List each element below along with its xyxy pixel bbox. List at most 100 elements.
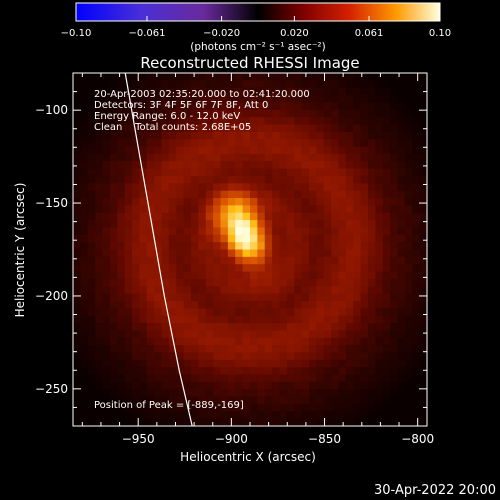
heatmap-cell [117,418,126,426]
heatmap-cell [227,146,236,155]
heatmap-cell [250,396,258,405]
heatmap-cell [154,102,163,111]
heatmap-cell [264,168,273,177]
heatmap-cell [250,389,258,398]
heatmap-cell [250,374,258,383]
heatmap-cell [183,205,192,214]
heatmap-cell [323,330,332,339]
heatmap-cell [73,264,81,273]
heatmap-cell [257,102,266,111]
heatmap-cell [161,205,170,214]
heatmap-cell [227,249,236,258]
heatmap-cell [95,212,104,221]
heatmap-cell [176,168,185,177]
heatmap-cell [220,264,229,273]
heatmap-cell [191,124,199,133]
heatmap-cell [368,227,376,236]
heatmap-cell [397,381,406,390]
heatmap-cell [286,198,295,206]
heatmap-cell [205,131,214,140]
heatmap-cell [323,256,332,265]
heatmap-cell [198,293,207,302]
heatmap-cell [191,367,199,376]
heatmap-cell [235,95,244,104]
heatmap-cell [375,315,384,324]
heatmap-cell [242,205,251,214]
heatmap-cell [139,418,148,426]
heatmap-cell [109,234,118,243]
heatmap-cell [353,411,362,420]
heatmap-cell [80,175,89,184]
heatmap-cell [117,212,126,221]
heatmap-cell [132,396,140,405]
heatmap-cell [412,381,421,390]
heatmap-cell [95,367,104,376]
heatmap-cell [183,87,192,96]
heatmap-cell [353,109,362,118]
heatmap-cell [301,80,310,89]
heatmap-cell [154,359,163,368]
heatmap-cell [213,323,222,331]
heatmap-cell [345,308,354,317]
heatmap-cell [154,80,163,89]
heatmap-cell [419,168,427,177]
heatmap-cell [390,220,399,229]
heatmap-cell [331,234,340,243]
heatmap-cell [323,198,332,206]
heatmap-cell [412,242,421,251]
heatmap-cell [316,367,325,376]
heatmap-cell [316,286,325,295]
heatmap-cell [227,367,236,376]
heatmap-cell [286,124,295,133]
heatmap-cell [272,256,281,265]
heatmap-cell [412,220,421,229]
heatmap-cell [242,359,251,368]
heatmap-cell [87,168,96,177]
heatmap-cell [205,418,214,426]
heatmap-cell [146,139,155,148]
heatmap-cell [375,175,384,184]
heatmap-cell [183,337,192,346]
heatmap-cell [397,124,406,133]
heatmap-cell [309,227,317,236]
heatmap-cell [397,205,406,214]
heatmap-cell [168,109,177,118]
heatmap-cell [117,411,126,420]
heatmap-cell [161,73,170,81]
heatmap-cell [205,95,214,104]
heatmap-cell [390,264,399,273]
heatmap-cell [250,352,258,361]
heatmap-cell [227,337,236,346]
heatmap-cell [242,374,251,383]
heatmap-cell [176,389,185,398]
heatmap-cell [139,323,148,331]
heatmap-cell [154,183,163,192]
heatmap-cell [95,300,104,309]
heatmap-cell [323,146,332,155]
heatmap-cell [257,264,266,273]
heatmap-cell [286,234,295,243]
heatmap-cell [198,109,207,118]
heatmap-cell [323,403,332,412]
heatmap-cell [124,249,133,258]
heatmap-cell [124,205,133,214]
heatmap-cell [235,161,244,170]
heatmap-cell [191,403,199,412]
heatmap-cell [404,220,413,229]
heatmap-cell [331,264,340,273]
heatmap-cell [404,323,413,331]
colorbar [75,2,441,22]
heatmap-cell [286,352,295,361]
heatmap-cell [176,190,185,199]
heatmap-cell [139,337,148,346]
heatmap-cell [382,389,391,398]
heatmap-cell [345,87,354,96]
heatmap-cell [272,227,281,236]
heatmap-cell [87,293,96,302]
heatmap-cell [257,381,266,390]
heatmap-cell [227,359,236,368]
heatmap-cell [397,337,406,346]
heatmap-cell [331,403,340,412]
heatmap-cell [404,300,413,309]
heatmap-cell [338,131,347,140]
